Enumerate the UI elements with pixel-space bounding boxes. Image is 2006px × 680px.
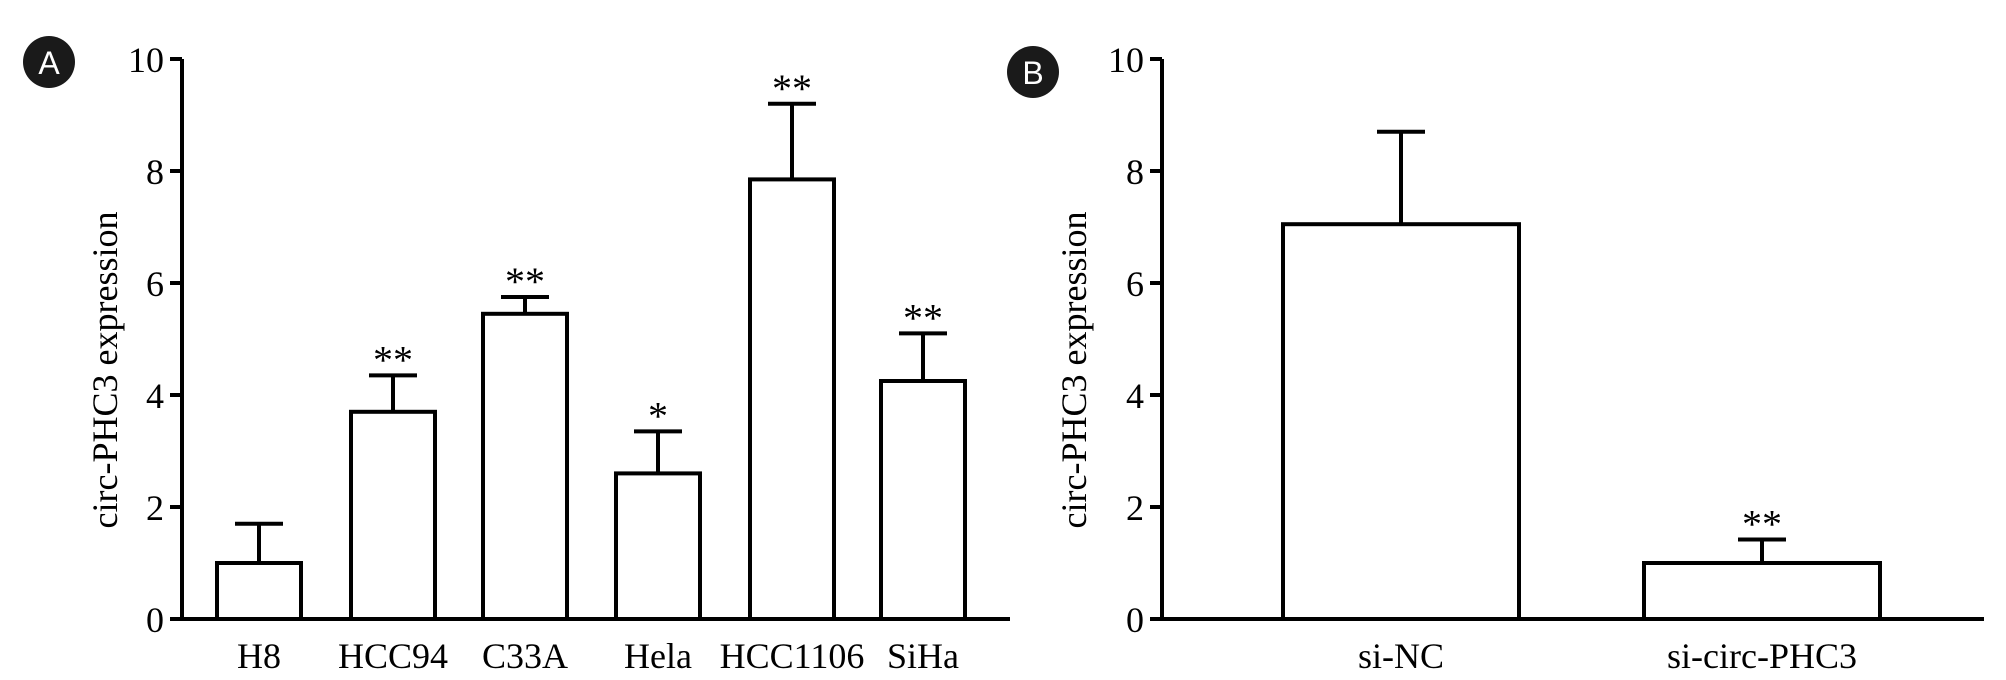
panel-b-category-label: si-circ-PHC3 [1667, 636, 1857, 676]
panel-a-chart: A circ-PHC3 expression 0 2 4 6 8 10 H8 ** HCC94… [23, 36, 1010, 676]
panel-b-y-tick-label: 2 [1126, 488, 1144, 528]
panel-a-significance-label: ** [373, 337, 413, 382]
panel-a-bar [481, 311, 569, 621]
panel-a-category-label: SiHa [887, 636, 959, 676]
panel-b-significance-label: ** [1742, 501, 1782, 546]
panel-a-category-label: C33A [482, 636, 568, 676]
panel-b-y-tick-label: 6 [1126, 264, 1144, 304]
panel-a-y-axis-label: circ-PHC3 expression [85, 212, 125, 529]
panel-a-significance-label: ** [772, 66, 812, 111]
panel-a-bar [614, 471, 702, 621]
panel-a-category-label: HCC94 [338, 636, 448, 676]
panel-b-bar [1281, 222, 1521, 621]
panel-b-y-tick-label: 4 [1126, 376, 1144, 416]
panel-a-badge [23, 36, 75, 88]
panel-b-y-ticks: 0 2 4 6 8 10 [1108, 40, 1162, 640]
panel-a-category-label: Hela [624, 636, 692, 676]
panel-b-y-axis-label: circ-PHC3 expression [1054, 212, 1094, 529]
panel-b-bars: si-NC ** si-circ-PHC3 [1281, 129, 1882, 676]
panel-a-bar [349, 409, 437, 621]
panel-a-category-label: HCC1106 [720, 636, 865, 676]
panel-a-significance-label: ** [505, 259, 545, 304]
panel-b-bar [1642, 561, 1882, 621]
panel-a-y-tick-label: 8 [146, 152, 164, 192]
panel-b-badge [1007, 46, 1059, 98]
panel-a-bar [748, 177, 836, 621]
panel-a-y-tick-label: 4 [146, 376, 164, 416]
panel-b-y-tick-label: 10 [1108, 40, 1144, 80]
panel-a-y-tick-label: 6 [146, 264, 164, 304]
panel-a-significance-label: * [648, 393, 668, 438]
panel-b-y-tick-label: 8 [1126, 152, 1144, 192]
panel-a-bars: H8 ** HCC94 ** C33A * Hela ** HCC1106 ** SiHa [215, 66, 967, 676]
panel-a-y-tick-label: 0 [146, 600, 164, 640]
panel-a-category-label: H8 [237, 636, 281, 676]
panel-b-y-tick-label: 0 [1126, 600, 1144, 640]
panel-a-bar [879, 379, 967, 621]
panel-a-y-tick-label: 2 [146, 488, 164, 528]
panel-a-y-ticks: 0 2 4 6 8 10 [128, 40, 182, 640]
panel-a-label: A [38, 45, 60, 81]
panel-b-label: B [1022, 55, 1043, 91]
panel-b-category-label: si-NC [1358, 636, 1444, 676]
panel-a-significance-label: ** [903, 295, 943, 340]
panel-a-bar [215, 561, 303, 621]
panel-a-y-tick-label: 10 [128, 40, 164, 80]
